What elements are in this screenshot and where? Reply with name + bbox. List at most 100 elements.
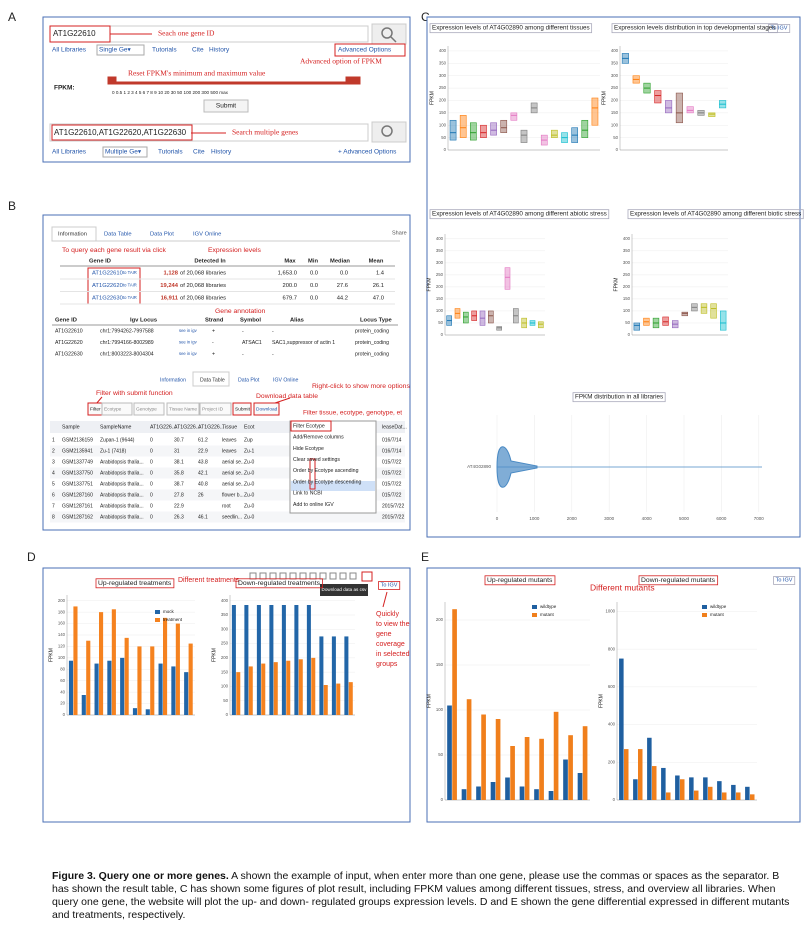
y-tick-label: 50 — [441, 135, 446, 140]
column-header: Sample — [62, 424, 80, 430]
tair-link[interactable]: to TAIR — [123, 283, 137, 288]
cell: - — [272, 351, 274, 357]
y-tick-label: 0 — [628, 332, 631, 337]
cell: 26 — [198, 492, 204, 498]
cell: 015/7/22 — [382, 481, 402, 487]
box — [496, 326, 502, 331]
tab[interactable]: Information — [160, 377, 186, 383]
cell: 22.9 — [174, 503, 184, 509]
menu-item[interactable]: Link to NCBI — [293, 491, 322, 497]
nav-link[interactable]: Tutorials — [158, 149, 183, 156]
bar — [461, 789, 467, 800]
menu-item[interactable]: Clear saved settings — [293, 457, 340, 463]
to-igv[interactable]: To IGV — [381, 582, 398, 588]
cell: 1,653.0 — [278, 271, 297, 277]
cell: 61.2 — [198, 437, 208, 443]
cell: chr1:8003223-8004304 — [100, 351, 154, 357]
bar — [244, 605, 249, 715]
column-header: Gene ID — [55, 318, 77, 324]
tooltip-text: Download data as csv — [322, 587, 368, 592]
chart-title: Up-regulated mutants — [487, 577, 553, 584]
bar — [184, 672, 189, 715]
menu-item[interactable]: Add/Remove columns — [293, 435, 344, 441]
filter-item[interactable]: Download — [256, 406, 278, 412]
to-igv[interactable]: To IGV — [776, 577, 793, 583]
column-header: Ecot — [244, 424, 255, 430]
box — [665, 100, 673, 114]
nav-link[interactable]: Cite — [193, 149, 205, 156]
filter-item[interactable]: Genotype — [136, 406, 157, 412]
toolbar-icon — [349, 572, 357, 580]
y-tick-label: 50 — [438, 320, 443, 325]
filter-item[interactable]: Filter — [90, 406, 101, 412]
nav-link[interactable]: Single Ge▾ — [99, 47, 132, 54]
nav-link[interactable]: History — [211, 149, 232, 156]
box — [675, 92, 683, 124]
menu-item[interactable]: Filter Ecotype — [293, 423, 325, 429]
gene-link[interactable]: AT1G22620 — [92, 283, 123, 289]
cell: 015/7/22 — [382, 470, 402, 476]
nav-link[interactable]: + Advanced Options — [338, 149, 397, 156]
cell: GSM1337750 — [62, 470, 93, 476]
legend-label: mock — [163, 609, 175, 614]
bar — [568, 735, 573, 800]
bar — [145, 709, 150, 715]
nav-link[interactable]: Multiple Ge▾ — [105, 149, 142, 156]
menu-item[interactable]: Order by Ecotype ascending — [293, 468, 359, 474]
filter-item[interactable]: Tissue Name — [169, 406, 197, 412]
nav-link[interactable]: Tutorials — [152, 47, 177, 54]
filter-item[interactable]: Ecotype — [104, 406, 122, 412]
menu-item[interactable]: Add to online IGV — [293, 502, 334, 508]
menu-item[interactable]: Hide Ecotype — [293, 446, 324, 452]
annotation: in selected — [376, 651, 410, 658]
menu-item[interactable]: Order by Ecotype descending — [293, 479, 361, 485]
annotation: Different treatments — [178, 577, 240, 584]
y-tick-label: 300 — [221, 626, 229, 631]
igv-link[interactable]: see in igv — [179, 328, 198, 333]
y-tick-label: 200 — [436, 284, 444, 289]
cell: GSM2135941 — [62, 448, 93, 454]
x-tick-label: 3000 — [604, 516, 615, 521]
tair-link[interactable]: to TAIR — [123, 270, 137, 275]
button-label[interactable]: Submit — [216, 103, 236, 110]
cell: AT1G22620 — [55, 340, 83, 346]
filter-item[interactable]: Submit — [235, 406, 251, 412]
cell: 26.3 — [174, 514, 184, 520]
slider-handle — [345, 76, 361, 85]
to-igv[interactable]: To IGV — [771, 25, 788, 31]
column-header: Symbol — [240, 318, 261, 324]
cell: of 20,068 libraries — [180, 283, 226, 289]
igv-link[interactable]: see in igv — [179, 340, 198, 345]
cell: Arabidopsis thalia... — [100, 492, 144, 498]
tab[interactable]: Data Plot — [150, 232, 174, 238]
tab[interactable]: Data Plot — [238, 377, 260, 383]
tab[interactable]: Data Table — [200, 377, 225, 383]
bar — [111, 609, 116, 715]
cell: 40.8 — [198, 481, 208, 487]
gene-link[interactable]: AT1G22630 — [92, 296, 123, 302]
tab[interactable]: IGV Online — [193, 232, 221, 238]
y-tick-label: 50 — [223, 698, 228, 703]
tab[interactable]: IGV Online — [273, 377, 298, 383]
nav-link[interactable]: History — [209, 47, 230, 54]
gene-link[interactable]: AT1G22610 — [92, 271, 123, 277]
nav-link[interactable]: Advanced Options — [338, 47, 392, 54]
bar — [137, 646, 142, 715]
search-button — [371, 23, 407, 45]
bar — [539, 738, 544, 800]
bar — [236, 672, 241, 715]
cell: chr1:7994166-8002989 — [100, 340, 154, 346]
igv-link[interactable]: see in igv — [179, 351, 198, 356]
tair-link[interactable]: to TAIR — [123, 295, 137, 300]
nav-link[interactable]: All Libraries — [52, 47, 87, 54]
cell: protein_coding — [355, 328, 389, 334]
y-axis-label: FPKM — [426, 694, 432, 708]
tab[interactable]: Data Table — [104, 232, 132, 238]
nav-link[interactable]: All Libraries — [52, 149, 87, 156]
share[interactable]: Share — [392, 230, 407, 236]
box — [662, 316, 669, 326]
nav-link[interactable]: Cite — [192, 47, 204, 54]
y-tick-label: 120 — [58, 644, 66, 649]
tab[interactable]: Information — [58, 232, 87, 238]
filter-item[interactable]: Project ID — [202, 406, 224, 412]
